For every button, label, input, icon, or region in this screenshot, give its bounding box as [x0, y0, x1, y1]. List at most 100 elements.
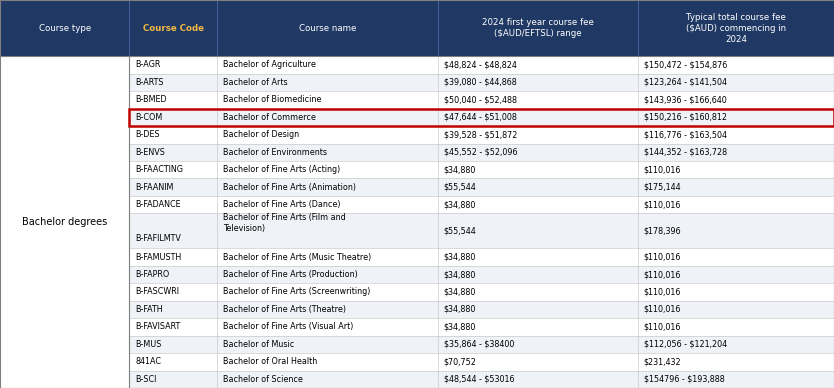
- Bar: [638, 161, 834, 178]
- Text: Course type: Course type: [38, 24, 91, 33]
- Text: \$110,016: \$110,016: [644, 288, 681, 296]
- Bar: [0, 213, 129, 248]
- Bar: [438, 91, 638, 109]
- Text: \$34,880: \$34,880: [444, 288, 476, 296]
- Bar: [0, 161, 129, 178]
- Bar: [0, 371, 129, 388]
- Bar: [438, 126, 638, 144]
- Bar: [0, 56, 129, 74]
- Bar: [217, 196, 438, 213]
- Text: Bachelor of Design: Bachelor of Design: [223, 130, 299, 139]
- Bar: [438, 248, 638, 266]
- Text: \$45,552 - \$52,096: \$45,552 - \$52,096: [444, 148, 517, 157]
- Bar: [638, 248, 834, 266]
- Bar: [638, 144, 834, 161]
- Text: Bachelor of Commerce: Bachelor of Commerce: [223, 113, 315, 122]
- Text: \$150,216 - \$160,812: \$150,216 - \$160,812: [644, 113, 727, 122]
- Bar: [129, 74, 217, 91]
- Bar: [217, 126, 438, 144]
- Text: \$47,644 - \$51,008: \$47,644 - \$51,008: [444, 113, 516, 122]
- Text: Bachelor of Fine Arts (Production): Bachelor of Fine Arts (Production): [223, 270, 358, 279]
- Bar: [129, 318, 217, 336]
- Bar: [217, 301, 438, 318]
- Text: Bachelor of Fine Arts (Theatre): Bachelor of Fine Arts (Theatre): [223, 305, 345, 314]
- Bar: [0, 336, 129, 353]
- Text: \$178,396: \$178,396: [644, 226, 681, 236]
- Bar: [129, 0, 217, 56]
- Bar: [638, 318, 834, 336]
- Text: \$110,016: \$110,016: [644, 165, 681, 174]
- Text: \$70,752: \$70,752: [444, 357, 476, 366]
- Bar: [129, 144, 217, 161]
- Text: \$39,528 - \$51,872: \$39,528 - \$51,872: [444, 130, 517, 139]
- Text: \$110,016: \$110,016: [644, 322, 681, 331]
- Text: \$112,056 - \$121,204: \$112,056 - \$121,204: [644, 340, 727, 349]
- Text: B-FASCWRI: B-FASCWRI: [135, 288, 179, 296]
- Bar: [129, 283, 217, 301]
- Bar: [217, 91, 438, 109]
- Text: B-MUS: B-MUS: [135, 340, 162, 349]
- Bar: [129, 266, 217, 283]
- Bar: [217, 178, 438, 196]
- Text: \$154796 - \$193,888: \$154796 - \$193,888: [644, 375, 725, 384]
- Text: \$55,544: \$55,544: [444, 226, 476, 236]
- Text: \$35,864 - \$38400: \$35,864 - \$38400: [444, 340, 514, 349]
- Text: Bachelor of Fine Arts (Visual Art): Bachelor of Fine Arts (Visual Art): [223, 322, 353, 331]
- Bar: [438, 353, 638, 371]
- Bar: [129, 178, 217, 196]
- Text: Bachelor of Music: Bachelor of Music: [223, 340, 294, 349]
- Text: \$123,264 - \$141,504: \$123,264 - \$141,504: [644, 78, 727, 87]
- Text: Bachelor of Fine Arts (Film and
Television): Bachelor of Fine Arts (Film and Televisi…: [223, 213, 345, 233]
- Bar: [0, 318, 129, 336]
- Text: \$34,880: \$34,880: [444, 270, 476, 279]
- Bar: [217, 144, 438, 161]
- Bar: [0, 301, 129, 318]
- Text: \$144,352 - \$163,728: \$144,352 - \$163,728: [644, 148, 727, 157]
- Bar: [0, 91, 129, 109]
- Text: B-FADANCE: B-FADANCE: [135, 200, 181, 209]
- Bar: [638, 336, 834, 353]
- Text: Bachelor of Environments: Bachelor of Environments: [223, 148, 327, 157]
- Text: Bachelor of Fine Arts (Acting): Bachelor of Fine Arts (Acting): [223, 165, 340, 174]
- Text: Bachelor of Biomedicine: Bachelor of Biomedicine: [223, 95, 321, 104]
- Bar: [217, 248, 438, 266]
- Bar: [217, 353, 438, 371]
- Text: B-FAFILMTV: B-FAFILMTV: [135, 234, 181, 243]
- Bar: [129, 248, 217, 266]
- Bar: [129, 353, 217, 371]
- Text: \$143,936 - \$166,640: \$143,936 - \$166,640: [644, 95, 726, 104]
- Bar: [0, 144, 129, 161]
- Bar: [217, 318, 438, 336]
- Bar: [438, 336, 638, 353]
- Text: \$110,016: \$110,016: [644, 270, 681, 279]
- Bar: [638, 371, 834, 388]
- Bar: [129, 301, 217, 318]
- Bar: [438, 301, 638, 318]
- Text: B-SCI: B-SCI: [135, 375, 157, 384]
- Text: \$39,080 - \$44,868: \$39,080 - \$44,868: [444, 78, 516, 87]
- Bar: [638, 283, 834, 301]
- Bar: [638, 301, 834, 318]
- Bar: [0, 248, 129, 266]
- Bar: [438, 109, 638, 126]
- Bar: [217, 161, 438, 178]
- Bar: [217, 109, 438, 126]
- Bar: [438, 213, 638, 248]
- Bar: [129, 196, 217, 213]
- Text: Bachelor of Fine Arts (Animation): Bachelor of Fine Arts (Animation): [223, 183, 355, 192]
- Text: \$34,880: \$34,880: [444, 305, 476, 314]
- Text: \$48,544 - \$53016: \$48,544 - \$53016: [444, 375, 515, 384]
- Bar: [217, 56, 438, 74]
- Text: \$34,880: \$34,880: [444, 253, 476, 262]
- Text: B-FAMUSTH: B-FAMUSTH: [135, 253, 181, 262]
- Bar: [217, 0, 438, 56]
- Text: Bachelor of Agriculture: Bachelor of Agriculture: [223, 61, 315, 69]
- Text: Bachelor of Fine Arts (Dance): Bachelor of Fine Arts (Dance): [223, 200, 340, 209]
- Text: 841AC: 841AC: [135, 357, 161, 366]
- Text: B-FAACTING: B-FAACTING: [135, 165, 183, 174]
- Text: B-FAPRO: B-FAPRO: [135, 270, 169, 279]
- Bar: [638, 91, 834, 109]
- Bar: [129, 336, 217, 353]
- Bar: [0, 266, 129, 283]
- Bar: [438, 196, 638, 213]
